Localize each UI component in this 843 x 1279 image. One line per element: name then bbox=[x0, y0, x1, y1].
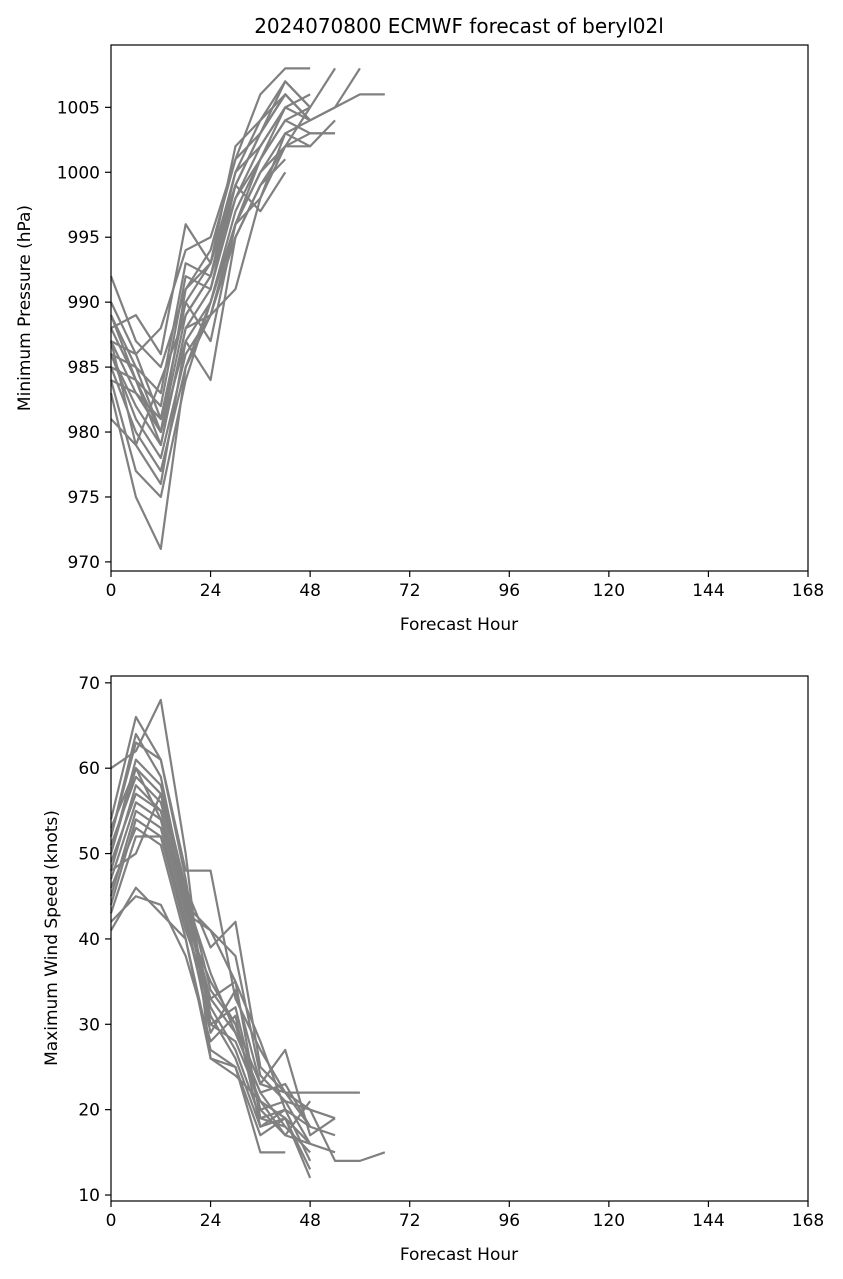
pressure-y-tick-label: 1005 bbox=[57, 98, 100, 118]
wind-y-tick-label: 20 bbox=[78, 1101, 100, 1121]
chart-title: 2024070800 ECMWF forecast of beryl02l bbox=[254, 14, 664, 38]
wind-y-axis-label: Maximum Wind Speed (knots) bbox=[42, 810, 62, 1066]
wind-y-tick-label: 70 bbox=[78, 674, 100, 694]
wind-x-axis-label: Forecast Hour bbox=[400, 1245, 518, 1265]
pressure-member-line-18 bbox=[109, 106, 287, 447]
pressure-y-tick-label: 975 bbox=[68, 488, 100, 508]
wind-member-line-3 bbox=[109, 767, 360, 1094]
pressure-member-line-10 bbox=[109, 106, 312, 551]
wind-x-tick-label: 0 bbox=[106, 1211, 117, 1231]
wind-x-tick-label: 168 bbox=[792, 1211, 824, 1231]
pressure-x-tick-label: 0 bbox=[106, 581, 117, 601]
pressure-member-line-16 bbox=[110, 119, 311, 447]
pressure-member-line-1 bbox=[109, 67, 311, 369]
wind-y-tick-label: 30 bbox=[78, 1015, 100, 1035]
pressure-plot-frame bbox=[110, 44, 809, 572]
pressure-panel: 2024070800 ECMWF forecast of beryl02l 0 2… bbox=[15, 14, 824, 635]
wind-x-tick-label: 96 bbox=[498, 1211, 520, 1231]
pressure-y-tick-label: 990 bbox=[68, 293, 100, 313]
wind-y-tick-label: 60 bbox=[78, 759, 100, 779]
pressure-y-tick-label: 970 bbox=[68, 553, 100, 573]
pressure-x-tick-label: 48 bbox=[299, 581, 321, 601]
pressure-x-tick-label: 24 bbox=[200, 581, 222, 601]
pressure-x-tick-label: 96 bbox=[498, 581, 520, 601]
wind-series-group bbox=[109, 698, 386, 1179]
wind-ticks-group: 0 24 48 72 96 120 144 168 10 20 30 40 50 60 70 bbox=[78, 674, 824, 1231]
pressure-member-line-9 bbox=[110, 158, 287, 486]
pressure-member-line-4 bbox=[110, 93, 385, 447]
pressure-member-line-15 bbox=[110, 106, 311, 421]
pressure-y-tick-label: 995 bbox=[68, 228, 100, 248]
pressure-y-tick-label: 985 bbox=[68, 358, 100, 378]
wind-x-tick-label: 144 bbox=[692, 1211, 724, 1231]
wind-y-tick-label: 50 bbox=[78, 845, 100, 865]
pressure-y-axis-label: Minimum Pressure (hPa) bbox=[15, 205, 35, 411]
wind-plot-frame bbox=[110, 675, 809, 1202]
wind-x-tick-label: 24 bbox=[200, 1211, 222, 1231]
wind-x-tick-label: 72 bbox=[399, 1211, 421, 1231]
wind-member-line-14 bbox=[109, 767, 312, 1128]
pressure-x-tick-label: 120 bbox=[593, 581, 625, 601]
wind-panel: 0 24 48 72 96 120 144 168 10 20 30 40 50 60 70 Forecas… bbox=[42, 674, 824, 1265]
wind-y-tick-label: 10 bbox=[78, 1186, 100, 1206]
wind-member-line-15 bbox=[109, 758, 312, 1137]
pressure-x-tick-label: 168 bbox=[792, 581, 824, 601]
wind-x-tick-label: 120 bbox=[593, 1211, 625, 1231]
pressure-y-tick-label: 1000 bbox=[57, 163, 100, 183]
pressure-ticks-group: 0 24 48 72 96 120 144 168 970 975 980 985 990 995 1000… bbox=[57, 98, 824, 601]
pressure-member-line-14 bbox=[110, 93, 311, 408]
wind-member-line-10 bbox=[110, 895, 312, 1179]
wind-member-line-18 bbox=[109, 732, 287, 1128]
pressure-member-line-17 bbox=[109, 171, 287, 434]
wind-y-tick-label: 40 bbox=[78, 930, 100, 950]
pressure-x-tick-label: 72 bbox=[399, 581, 421, 601]
pressure-member-line-12 bbox=[110, 80, 311, 356]
wind-member-line-17 bbox=[110, 792, 286, 1120]
pressure-y-tick-label: 980 bbox=[68, 423, 100, 443]
pressure-x-tick-label: 144 bbox=[692, 581, 724, 601]
wind-x-tick-label: 48 bbox=[299, 1211, 321, 1231]
pressure-series-group bbox=[109, 67, 385, 551]
pressure-x-axis-label: Forecast Hour bbox=[400, 615, 518, 635]
